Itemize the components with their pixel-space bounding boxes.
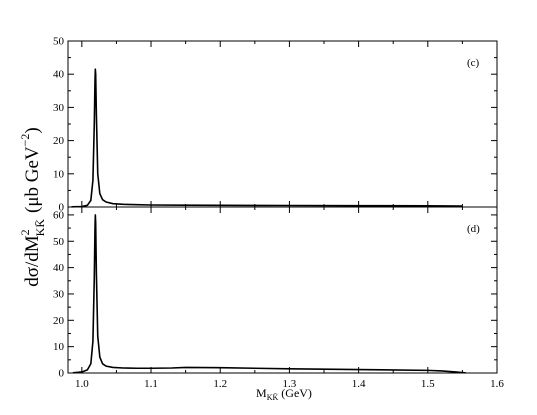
x-tick-label: 1.0 (75, 378, 89, 390)
y-axis-label-unit: (μb GeV (22, 146, 43, 213)
plot-frame-c (67, 40, 498, 208)
x-tick-label: 1.1 (144, 378, 158, 390)
x-axis-label-unit: (GeV) (281, 386, 312, 400)
y-tick-label-d: 10 (53, 341, 65, 353)
y-tick-label-d: 50 (53, 236, 65, 248)
y-tick-label-d: 0 (59, 368, 65, 380)
y-tick-label-d: 30 (53, 288, 65, 300)
y-tick-label-c: 20 (53, 135, 65, 147)
y-tick-label-d: 20 (53, 315, 65, 327)
y-axis-label: dσ/dM2KK̄ (μb GeV−2) (18, 127, 47, 287)
y-axis-label-main: dσ/dM (22, 235, 43, 287)
x-tick-label: 1.6 (490, 378, 504, 390)
plot-frame-d (67, 206, 498, 374)
panel-label-d: (d) (467, 223, 480, 235)
y-tick-label-c: 30 (53, 102, 65, 114)
y-axis-label-sub: KK̄ (33, 219, 47, 237)
y-tick-label-d: 40 (53, 262, 65, 274)
y-tick-label-c: 40 (53, 69, 65, 81)
x-axis-label: MKK̄ (GeV) (256, 386, 312, 402)
y-tick-label-c: 50 (53, 36, 65, 48)
x-axis-label-sub: KK̄ (267, 393, 279, 402)
panel-d: 0 10 20 30 40 50 60 1.0 1.1 1.2 1.3 1.4 1.5 1.6 (d) (53, 206, 504, 390)
series-line-d (72, 214, 466, 374)
y-tick-label-c: 0 (59, 202, 65, 214)
panel-label-c: (c) (467, 57, 480, 69)
x-tick-label: 1.3 (283, 378, 297, 390)
x-tick-label: 1.4 (352, 378, 366, 390)
panel-c: 0 10 20 30 40 50 (c) (53, 36, 498, 214)
x-tick-label: 1.5 (421, 378, 435, 390)
x-axis-label-main: M (256, 386, 267, 400)
y-tick-label-c: 10 (53, 168, 65, 180)
series-line-c (71, 68, 463, 208)
y-axis-label-unit-close: ) (22, 127, 43, 133)
y-axis-label-unit-sup: −2 (18, 134, 32, 147)
y-axis-label-sup: 2 (18, 229, 32, 235)
y-tick-label-d: 60 (53, 209, 65, 221)
x-tick-label: 1.2 (213, 378, 227, 390)
